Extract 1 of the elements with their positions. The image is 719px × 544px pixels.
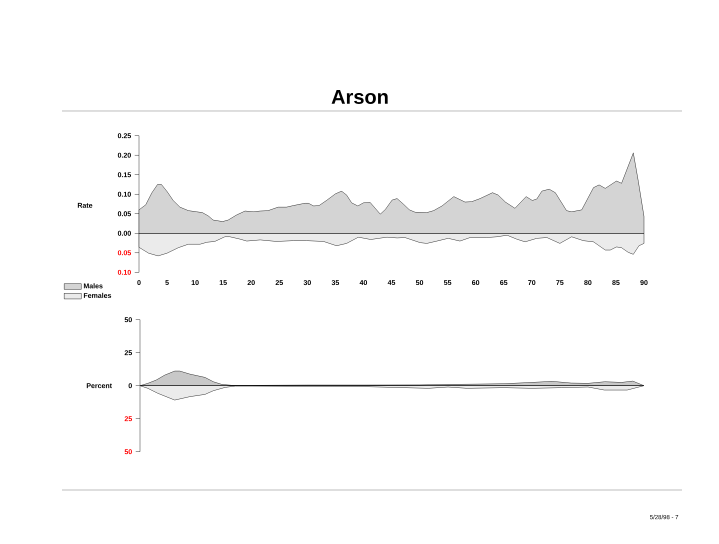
chart-title: Arson — [332, 90, 388, 104]
